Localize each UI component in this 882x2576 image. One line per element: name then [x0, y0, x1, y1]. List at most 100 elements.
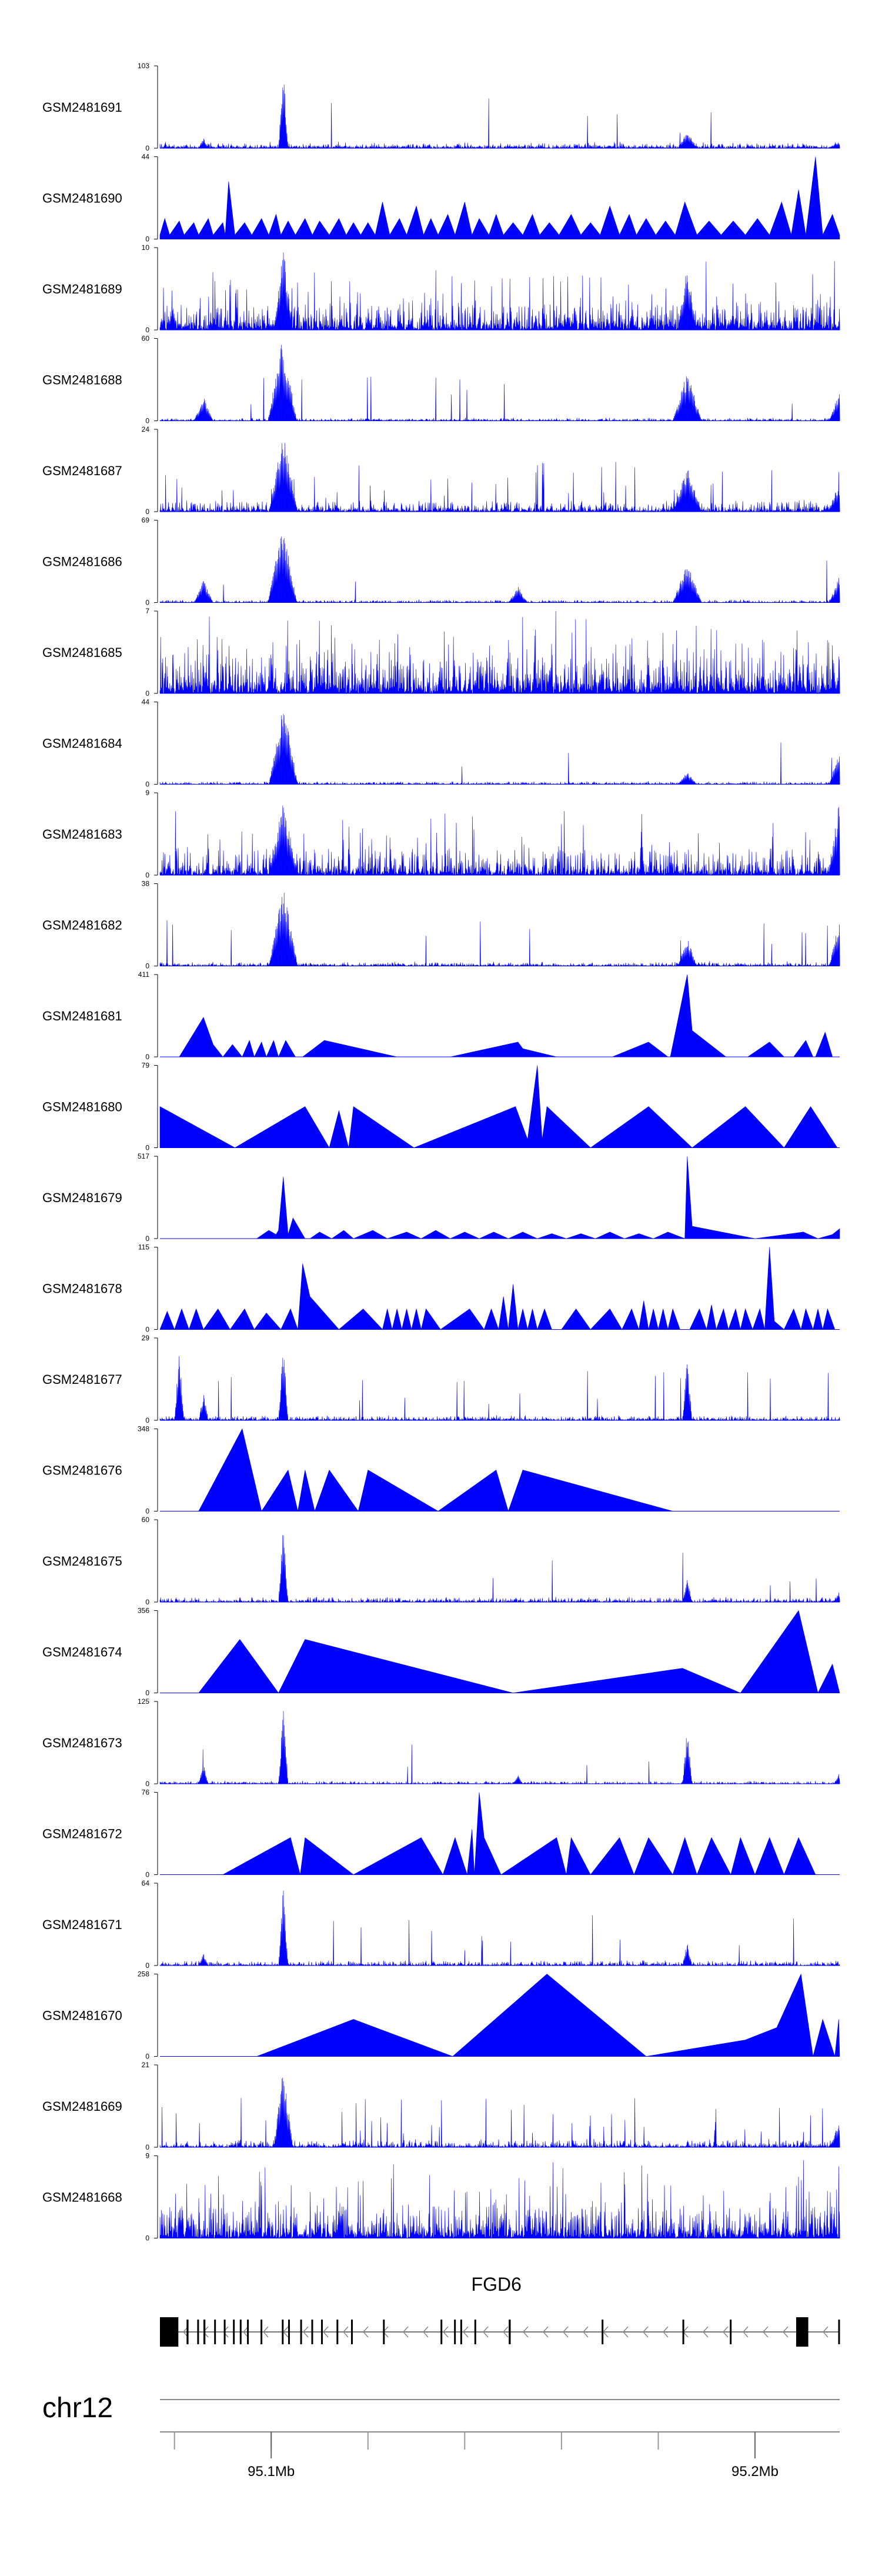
coverage-area-GSM2481683: [159, 805, 840, 876]
strand-arrow: [482, 2326, 489, 2338]
y-axis-min-label: 0: [145, 1871, 149, 1879]
y-axis-min-label: 0: [145, 508, 149, 516]
y-axis-min-label: 0: [145, 1507, 149, 1516]
track-GSM2481672: GSM2481672 76 0: [42, 1788, 840, 1879]
track-label: GSM2481676: [42, 1463, 122, 1478]
y-axis-min-label: 0: [145, 1053, 149, 1061]
y-axis-min-label: 0: [145, 2053, 149, 2061]
strand-arrow: [262, 2326, 269, 2338]
coverage-area-GSM2481670: [256, 1973, 840, 2057]
exon: [203, 2320, 206, 2344]
track-label: GSM2481682: [42, 918, 122, 933]
strand-arrow: [702, 2326, 709, 2338]
y-axis-min-label: 0: [145, 962, 149, 970]
coverage-area-GSM2481674: [198, 1610, 840, 1694]
track-label: GSM2481681: [42, 1009, 122, 1023]
track-GSM2481683: GSM2481683 9 0: [42, 789, 840, 879]
track-label: GSM2481675: [42, 1554, 122, 1569]
y-axis-min-label: 0: [145, 780, 149, 789]
y-axis-max-label: 125: [138, 1697, 149, 1706]
coverage-area-GSM2481691: [159, 84, 840, 149]
exon: [682, 2320, 684, 2344]
y-axis-min-label: 0: [145, 871, 149, 879]
strand-arrow: [642, 2326, 649, 2338]
track-GSM2481691: GSM2481691 103 0: [42, 62, 840, 152]
track-label: GSM2481684: [42, 736, 122, 751]
y-axis-max-label: 44: [142, 698, 150, 706]
coverage-area-GSM2481688: [159, 345, 840, 422]
exon: [300, 2320, 302, 2344]
exon: [509, 2320, 511, 2344]
track-GSM2481680: GSM2481680 79 0: [42, 1062, 840, 1152]
y-axis-max-label: 79: [142, 1062, 150, 1070]
y-axis-max-label: 38: [142, 880, 150, 888]
coverage-area-GSM2481680: [159, 1065, 838, 1149]
exon: [223, 2320, 226, 2344]
track-GSM2481676: GSM2481676 348 0: [42, 1425, 840, 1516]
y-axis-min-label: 0: [145, 1598, 149, 1606]
strand-arrow: [302, 2326, 309, 2338]
y-axis-min-label: 0: [145, 1780, 149, 1788]
y-axis-max-label: 24: [142, 425, 150, 433]
gene-label: FGD6: [472, 2274, 522, 2295]
track-label: GSM2481680: [42, 1100, 122, 1115]
y-axis-min-label: 0: [145, 144, 149, 152]
y-axis-min-label: 0: [145, 1234, 149, 1243]
coverage-area-GSM2481673: [159, 1711, 840, 1785]
track-label: GSM2481679: [42, 1190, 122, 1205]
exon: [838, 2320, 840, 2344]
y-axis-max-label: 517: [138, 1152, 149, 1160]
track-GSM2481686: GSM2481686 69 0: [42, 516, 840, 607]
strand-arrow: [582, 2326, 589, 2338]
axis-tick-label: 95.2Mb: [731, 2464, 779, 2480]
track-GSM2481682: GSM2481682 38 0: [42, 880, 840, 970]
track-label: GSM2481683: [42, 827, 122, 842]
y-axis-min-label: 0: [145, 1416, 149, 1424]
y-axis-min-label: 0: [145, 235, 149, 243]
strand-arrow: [442, 2326, 449, 2338]
exon: [730, 2320, 732, 2344]
strand-arrow: [222, 2326, 229, 2338]
coverage-area-GSM2481669: [159, 2077, 840, 2148]
chromosome-axis: chr12 95.1Mb 95.2Mb: [42, 2393, 840, 2480]
y-axis-min-label: 0: [145, 1326, 149, 1334]
exon: [186, 2320, 189, 2344]
exon: [197, 2320, 199, 2344]
strand-arrow: [502, 2326, 509, 2338]
coverage-area-GSM2481689: [159, 252, 840, 331]
track-label: GSM2481690: [42, 191, 122, 206]
track-GSM2481677: GSM2481677 29 0: [42, 1334, 840, 1424]
exon: [474, 2320, 476, 2344]
coverage-area-GSM2481675: [159, 1535, 840, 1603]
y-axis-max-label: 60: [142, 335, 150, 343]
y-axis-max-label: 10: [142, 243, 150, 252]
strand-arrow: [742, 2326, 749, 2338]
track-GSM2481681: GSM2481681 411 0: [42, 970, 840, 1061]
y-axis-max-label: 44: [142, 153, 150, 161]
coverage-area-GSM2481679: [203, 1156, 840, 1239]
exon: [796, 2317, 808, 2347]
y-axis-min-label: 0: [145, 326, 149, 334]
coverage-area-GSM2481682: [159, 893, 840, 967]
y-axis-max-label: 103: [138, 62, 149, 70]
track-label: GSM2481672: [42, 1827, 122, 1841]
exon: [247, 2320, 249, 2344]
y-axis-min-label: 0: [145, 689, 149, 698]
exon: [383, 2320, 385, 2344]
gene-track: FGD6: [160, 2274, 840, 2347]
track-GSM2481675: GSM2481675 60 0: [42, 1516, 840, 1606]
track-GSM2481688: GSM2481688 60 0: [42, 335, 840, 425]
exon: [282, 2320, 284, 2344]
track-label: GSM2481673: [42, 1736, 122, 1750]
strand-arrow: [722, 2326, 729, 2338]
strand-arrow: [322, 2326, 329, 2338]
track-GSM2481674: GSM2481674 356 0: [42, 1607, 840, 1697]
coverage-area-GSM2481681: [179, 974, 833, 1057]
track-label: GSM2481687: [42, 463, 122, 478]
coverage-area-GSM2481677: [159, 1356, 840, 1422]
track-label: GSM2481688: [42, 373, 122, 388]
strand-arrow: [782, 2326, 789, 2338]
y-axis-max-label: 69: [142, 516, 150, 525]
exon: [440, 2320, 443, 2344]
coverage-area-GSM2481672: [222, 1792, 816, 1876]
